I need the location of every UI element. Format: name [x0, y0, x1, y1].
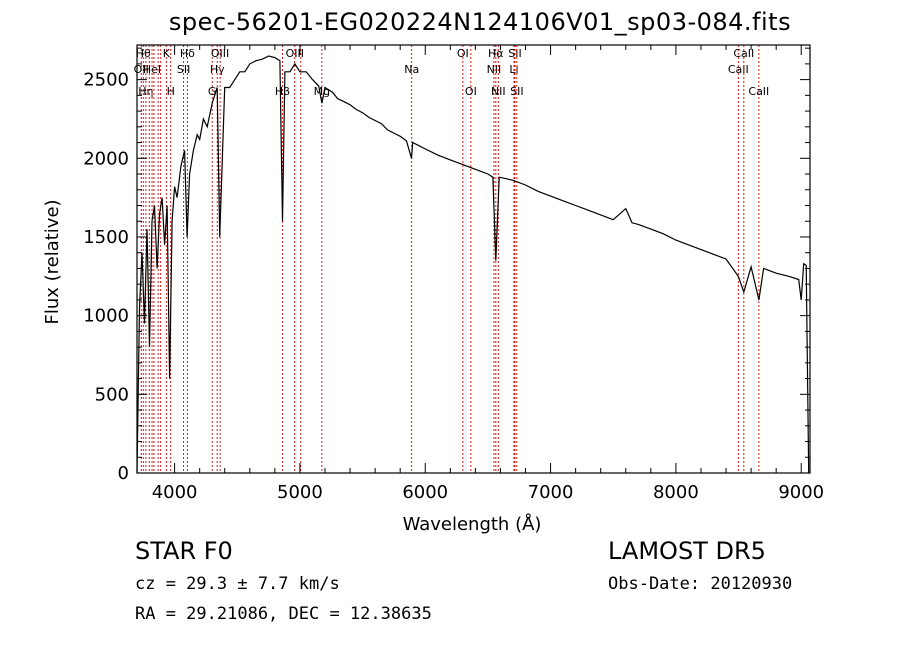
spectral-line-label: OI: [457, 47, 469, 60]
spectral-line-label: K: [163, 47, 171, 60]
y-tick-label: 500: [95, 384, 129, 405]
redshift-readout: cz = 29.3 ± 7.7 km/s: [135, 574, 340, 594]
spectral-line-label: Hα: [488, 47, 504, 60]
spectral-line-label: SII: [177, 63, 190, 76]
spectral-line-label: G: [208, 85, 217, 98]
plot-frame: [136, 44, 811, 474]
x-tick-label: 5000: [277, 482, 323, 503]
spectral-line-label: Hβ: [275, 85, 290, 98]
spectral-line-label: NII: [491, 85, 506, 98]
spectral-line-label: H: [167, 85, 175, 98]
observation-date: Obs-Date: 20120930: [608, 574, 793, 594]
spectral-line-label: HeI: [143, 63, 161, 76]
x-tick-label: 6000: [402, 482, 448, 503]
spectral-line-label: SII: [508, 47, 521, 60]
y-tick-label: 2500: [83, 70, 129, 91]
object-class: STAR F0: [135, 537, 233, 565]
coordinates-readout: RA = 29.21086, DEC = 12.38635: [135, 604, 432, 624]
x-tick-label: 7000: [528, 482, 574, 503]
spectral-line-markers: OIIHθHηHeIKHSIIHδGHγOIIIHβOIIIMgNaOIOINI…: [134, 45, 769, 473]
spectral-line-label: OI: [465, 85, 477, 98]
axis-ticks: 4000 5000 6000 7000 8000 9000 0 500 1000 1500 2000…: [83, 45, 824, 503]
spectral-line-label: Mg: [314, 85, 330, 98]
spectral-line-label: CaII: [728, 63, 749, 76]
spectral-line-label: Hδ: [180, 47, 195, 60]
spectral-line-label: CaII: [748, 85, 769, 98]
y-tick-label: 1000: [83, 306, 129, 327]
spectral-line-label: OIII: [211, 47, 229, 60]
survey-name: LAMOST DR5: [608, 537, 766, 565]
spectrum-line: [136, 55, 810, 474]
y-tick-label: 1500: [83, 227, 129, 248]
x-tick-label: 8000: [653, 482, 699, 503]
y-tick-label: 2000: [83, 148, 129, 169]
spectral-line-label: Hη: [138, 85, 153, 98]
spectral-line-label: Na: [404, 63, 419, 76]
spectral-line-label: Hθ: [136, 47, 151, 60]
y-axis-label: Flux (relative): [42, 199, 63, 324]
spectral-line-label: OIII: [286, 47, 304, 60]
x-axis-label: Wavelength (Å): [403, 513, 542, 535]
spectral-line-label: NII: [487, 63, 502, 76]
x-tick-label: 9000: [778, 482, 824, 503]
spectral-line-label: Hγ: [210, 63, 225, 76]
spectral-line-label: CaII: [733, 47, 754, 60]
y-tick-label: 0: [118, 463, 129, 484]
spectral-line-label: Li: [509, 63, 518, 76]
chart-title: spec-56201-EG020224N124106V01_sp03-084.f…: [168, 8, 792, 36]
x-tick-label: 4000: [152, 482, 198, 503]
spectral-line-label: SII: [510, 85, 523, 98]
